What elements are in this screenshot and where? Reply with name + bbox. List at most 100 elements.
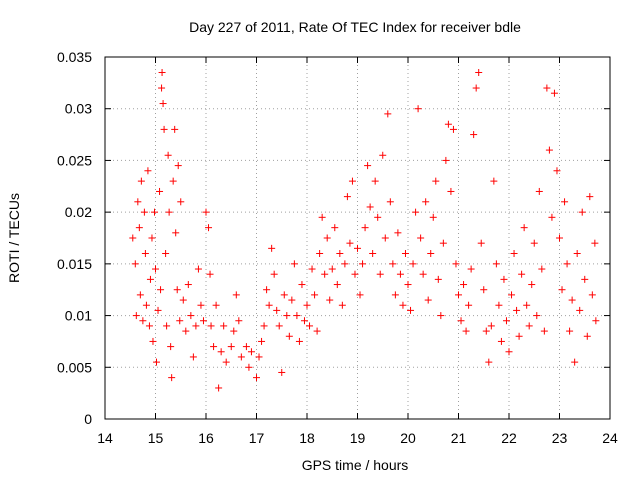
axis-ticks (104, 56, 611, 420)
data-point (455, 291, 462, 299)
data-point (158, 69, 166, 77)
data-point (412, 208, 420, 216)
data-point (154, 306, 162, 314)
data-point (487, 322, 495, 330)
data-point (462, 327, 470, 335)
data-point (331, 224, 339, 232)
data-point (206, 270, 214, 278)
x-tick-label: 16 (198, 430, 214, 446)
data-point (475, 69, 483, 77)
data-point (245, 363, 253, 371)
data-point (485, 358, 493, 366)
y-tick-label: 0.01 (65, 308, 92, 324)
data-point (434, 275, 442, 283)
data-point (260, 322, 268, 330)
data-point (351, 270, 359, 278)
data-point (140, 208, 148, 216)
data-point (376, 270, 384, 278)
data-point (437, 312, 445, 320)
data-point (318, 213, 326, 221)
data-point (515, 332, 523, 340)
data-point (157, 286, 165, 294)
data-point (452, 260, 460, 268)
data-point (275, 322, 283, 330)
data-point (442, 156, 450, 164)
data-point (518, 270, 526, 278)
y-tick-label: 0 (84, 411, 92, 427)
data-point (505, 348, 513, 356)
data-point (586, 193, 594, 201)
data-point (230, 327, 238, 335)
data-point (142, 301, 150, 309)
data-point (364, 162, 372, 170)
data-point (169, 177, 177, 185)
data-point (533, 312, 541, 320)
data-point (153, 358, 161, 366)
data-point (366, 203, 374, 211)
data-point (129, 234, 137, 242)
data-point (215, 384, 223, 392)
data-point (253, 374, 260, 382)
data-point (152, 265, 159, 273)
data-point (174, 162, 182, 170)
y-tick-label: 0.005 (57, 359, 92, 375)
y-tick-label: 0.03 (65, 101, 92, 117)
data-point (298, 281, 306, 289)
data-point (220, 322, 228, 330)
data-point (202, 208, 210, 216)
data-point (540, 327, 548, 335)
x-tick-label: 22 (501, 430, 517, 446)
data-point (520, 224, 528, 232)
data-point (148, 234, 156, 242)
data-point (477, 239, 485, 247)
data-point (321, 270, 329, 278)
data-point (384, 110, 392, 118)
data-point (427, 250, 435, 258)
data-point (467, 265, 475, 273)
data-point (159, 100, 167, 108)
data-point (280, 291, 288, 299)
data-point (217, 348, 225, 356)
data-point (523, 301, 531, 309)
x-axis-tick-labels: 14 15 16 17 18 19 20 21 22 23 24 (97, 430, 618, 446)
data-point (371, 177, 379, 185)
data-point (470, 131, 478, 139)
data-point (285, 332, 293, 340)
data-point (194, 265, 202, 273)
data-point (270, 270, 278, 278)
x-tick-label: 17 (249, 430, 265, 446)
data-point (543, 84, 551, 92)
data-point (568, 296, 576, 304)
data-point (361, 224, 369, 232)
data-point (500, 275, 508, 283)
data-point (341, 260, 349, 268)
data-point (146, 275, 154, 283)
x-tick-label: 14 (97, 430, 113, 446)
y-tick-label: 0.035 (57, 49, 92, 65)
data-point (472, 84, 480, 92)
data-point (177, 198, 185, 206)
data-point (592, 317, 600, 325)
data-point (212, 301, 220, 309)
data-point (553, 167, 561, 175)
data-point (197, 301, 205, 309)
data-point (207, 322, 215, 330)
data-point (513, 306, 521, 314)
data-point (356, 291, 364, 299)
data-point (308, 265, 316, 273)
data-point (278, 368, 286, 376)
data-point (258, 337, 266, 345)
y-tick-label: 0.015 (57, 256, 92, 272)
data-point (444, 120, 452, 128)
x-tick-label: 21 (451, 430, 467, 446)
data-point (192, 322, 200, 330)
data-point (343, 193, 351, 201)
data-point (558, 286, 566, 294)
data-point (548, 213, 556, 221)
data-point (136, 291, 144, 299)
data-point (205, 224, 213, 232)
data-point (187, 312, 195, 320)
y-tick-label: 0.02 (65, 204, 92, 220)
data-point (591, 239, 599, 247)
